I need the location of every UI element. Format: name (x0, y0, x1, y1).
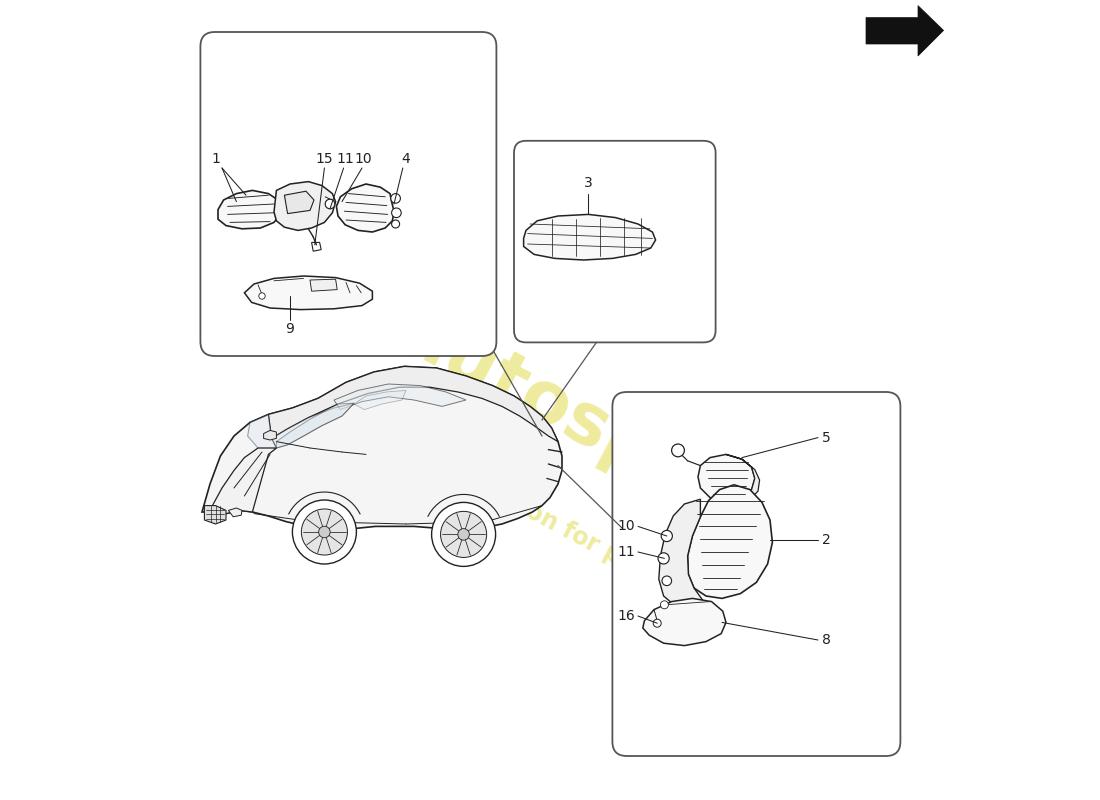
Polygon shape (311, 242, 321, 251)
Text: 5: 5 (822, 430, 830, 445)
Polygon shape (726, 454, 760, 501)
Text: 4: 4 (400, 152, 409, 166)
Text: 1: 1 (211, 152, 220, 166)
Circle shape (458, 529, 470, 540)
Circle shape (431, 502, 496, 566)
Circle shape (392, 208, 402, 218)
Polygon shape (866, 6, 944, 56)
Text: autospares: autospares (388, 298, 823, 574)
Polygon shape (659, 499, 706, 608)
Circle shape (258, 293, 265, 299)
Polygon shape (272, 403, 354, 448)
Circle shape (658, 553, 669, 564)
Circle shape (301, 509, 348, 555)
Text: 9: 9 (286, 322, 295, 336)
FancyBboxPatch shape (613, 392, 901, 756)
Polygon shape (205, 506, 225, 524)
Polygon shape (688, 485, 772, 598)
Polygon shape (642, 598, 726, 646)
Text: 11: 11 (337, 152, 354, 166)
Circle shape (326, 199, 334, 209)
Circle shape (392, 220, 399, 228)
Circle shape (661, 530, 672, 542)
Circle shape (660, 601, 669, 609)
Polygon shape (274, 182, 336, 230)
Polygon shape (276, 403, 354, 448)
Polygon shape (524, 214, 656, 260)
Polygon shape (264, 430, 276, 440)
Text: 10: 10 (617, 519, 635, 534)
Text: 2: 2 (822, 533, 830, 547)
Polygon shape (248, 414, 276, 454)
Polygon shape (334, 384, 466, 410)
Circle shape (319, 526, 330, 538)
Text: 15: 15 (316, 152, 333, 166)
Polygon shape (268, 366, 558, 442)
Polygon shape (229, 508, 242, 517)
Text: 3: 3 (584, 176, 593, 190)
FancyBboxPatch shape (200, 32, 496, 356)
Circle shape (293, 500, 356, 564)
Polygon shape (212, 448, 276, 514)
Polygon shape (310, 279, 338, 291)
Text: 10: 10 (355, 152, 373, 166)
Text: a passion for parts since 1985: a passion for parts since 1985 (439, 455, 805, 665)
Text: 8: 8 (822, 633, 830, 647)
Polygon shape (354, 390, 406, 410)
Polygon shape (698, 454, 755, 501)
Circle shape (441, 511, 486, 558)
Text: 11: 11 (617, 545, 635, 559)
Circle shape (672, 444, 684, 457)
Text: 16: 16 (617, 609, 635, 623)
FancyBboxPatch shape (514, 141, 716, 342)
Polygon shape (218, 190, 282, 229)
Circle shape (662, 576, 672, 586)
Polygon shape (285, 191, 314, 214)
Polygon shape (244, 276, 373, 310)
Polygon shape (202, 366, 562, 530)
Circle shape (390, 194, 400, 203)
Circle shape (653, 619, 661, 627)
Polygon shape (337, 184, 394, 232)
